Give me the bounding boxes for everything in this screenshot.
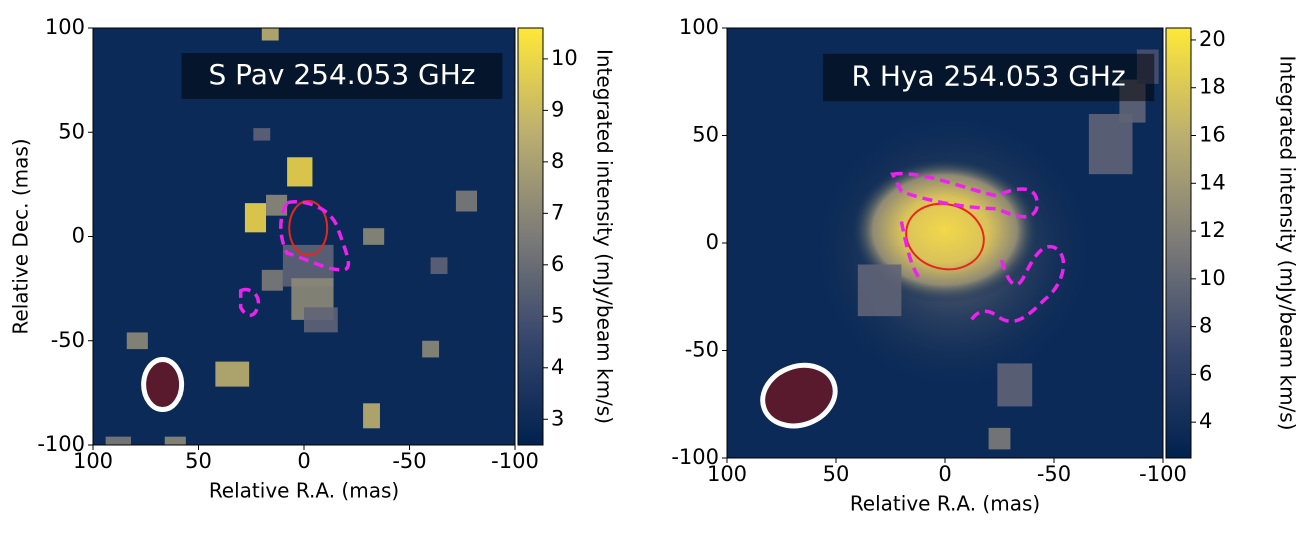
emission-pixel [422, 340, 440, 358]
colorbar [517, 27, 544, 446]
x-axis-label: Relative R.A. (mas) [209, 479, 399, 503]
emission-pixel [287, 157, 313, 187]
stellar-disk [905, 202, 985, 271]
y-tick-label: 50 [692, 123, 719, 147]
emission-pixel [253, 128, 271, 141]
y-tick-label: 100 [679, 15, 719, 39]
x-tick-label: -50 [1037, 462, 1071, 486]
colorbar-label: Integrated intensity (mJy/beam km/s) [1276, 55, 1300, 430]
colorbar-tick-label: 6 [551, 252, 564, 276]
x-tick-label: 100 [73, 449, 113, 473]
emission-pixel [455, 190, 478, 212]
title-box [822, 53, 1155, 102]
x-tick-label: 50 [185, 449, 212, 473]
emission-pixel [105, 436, 131, 445]
colorbar-tick-label: 12 [1199, 218, 1226, 242]
y-tick-label: -50 [685, 338, 719, 362]
colorbar [1165, 27, 1192, 459]
y-tick-label: 0 [706, 230, 719, 254]
colorbar-tick-label: 8 [551, 149, 564, 173]
colorbar-tick-label: 7 [551, 200, 564, 224]
beam [760, 362, 838, 429]
emission-pixel [244, 203, 267, 233]
beam [141, 357, 185, 413]
x-tick-label: -50 [392, 449, 426, 473]
panel-title: R Hya 254.053 GHz [852, 59, 1126, 92]
x-tick-label: 100 [707, 462, 747, 486]
x-tick-label: -100 [1139, 462, 1187, 486]
colorbar-tick-label: 9 [551, 97, 564, 121]
colorbar-tick-label: 4 [1199, 409, 1212, 433]
colorbar-tick-label: 14 [1199, 170, 1226, 194]
panel-title: S Pav 254.053 GHz [208, 58, 475, 91]
x-axis-label: Relative R.A. (mas) [850, 492, 1040, 516]
y-tick-label: -100 [671, 445, 719, 469]
y-axis-label: Relative Dec. (mas) [9, 138, 33, 334]
colorbar-tick-label: 16 [1199, 123, 1226, 147]
x-tick-label: 0 [297, 449, 310, 473]
contour [890, 171, 1066, 323]
emission-pixel [304, 307, 338, 333]
colorbar-tick-label: 4 [551, 355, 564, 379]
colorbar-tick-label: 8 [1199, 314, 1212, 338]
colorbar-tick-label: 18 [1199, 75, 1226, 99]
emission-pixel [430, 257, 448, 275]
y-tick-label: 0 [72, 224, 85, 248]
contour [238, 199, 351, 317]
colorbar-tick-label: 10 [551, 46, 578, 70]
y-tick-label: 50 [58, 119, 85, 143]
emission-pixel [363, 403, 380, 429]
y-tick-label: 100 [45, 15, 85, 39]
colorbar-label: Integrated intensity (mJy/beam km/s) [593, 49, 617, 424]
emission-pixel [997, 363, 1033, 407]
x-tick-label: -100 [491, 449, 539, 473]
x-tick-label: 50 [823, 462, 850, 486]
y-tick-label: -50 [51, 328, 85, 352]
title-box [181, 53, 503, 99]
colorbar-tick-label: 20 [1199, 27, 1226, 51]
emission-pixel [261, 28, 279, 41]
x-tick-label: 0 [938, 462, 951, 486]
emission-pixel [1088, 114, 1133, 175]
emission-pixel [857, 264, 902, 317]
stellar-disk [288, 200, 329, 257]
emission-pixel [988, 427, 1011, 450]
emission-pixel [164, 436, 186, 445]
emission-pixel [215, 361, 250, 387]
colorbar-tick-label: 6 [1199, 361, 1212, 385]
emission-pixel [126, 332, 148, 350]
colorbar-tick-label: 10 [1199, 266, 1226, 290]
colorbar-tick-label: 3 [551, 406, 564, 430]
colorbar-tick-label: 5 [551, 303, 564, 327]
emission-pixel [261, 269, 283, 291]
y-tick-label: -100 [37, 432, 85, 456]
emission-pixel [363, 228, 385, 245]
